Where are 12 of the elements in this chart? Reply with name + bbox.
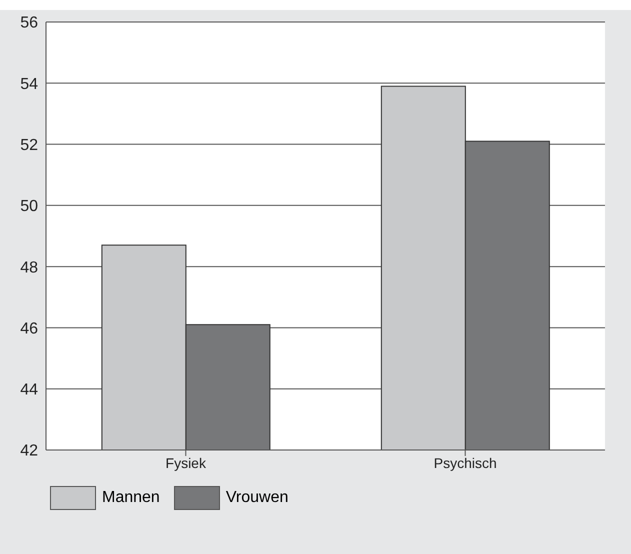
legend-label: Mannen (102, 489, 160, 507)
x-tick-label: Fysiek (166, 454, 207, 471)
x-tick-label: Psychisch (434, 454, 497, 471)
y-tick-label: 44 (20, 382, 38, 399)
y-tick-label: 48 (20, 259, 38, 276)
y-tick-label: 54 (20, 76, 38, 93)
y-tick-label: 50 (20, 198, 38, 216)
legend-label: Vrouwen (226, 489, 288, 507)
y-tick-label: 46 (20, 320, 38, 338)
y-tick-label: 52 (20, 136, 38, 154)
y-tick-label: 56 (20, 14, 38, 32)
y-tick-label: 42 (20, 442, 38, 460)
